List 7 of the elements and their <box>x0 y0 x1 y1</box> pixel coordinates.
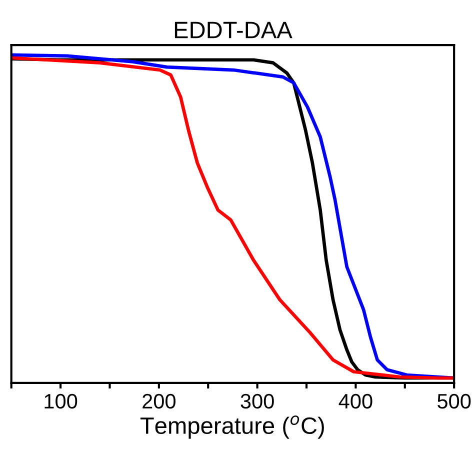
x-tick-label: 400 <box>338 394 372 409</box>
x-tick-label: 200 <box>142 394 176 409</box>
chart-title: EDDT-DAA <box>174 22 292 38</box>
x-axis-title: Temperature ($^{o}$C) <box>140 416 324 439</box>
x-tick-label: 100 <box>44 394 78 409</box>
x-tick-label: 300 <box>240 394 274 409</box>
x-tick-label: 500 <box>438 394 471 409</box>
